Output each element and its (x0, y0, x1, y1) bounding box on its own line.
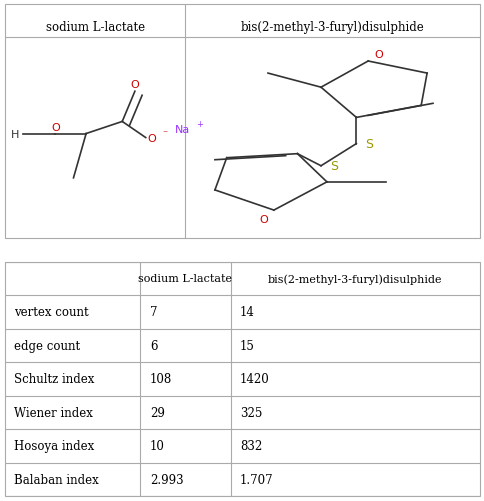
Text: Wiener index: Wiener index (15, 406, 93, 419)
Text: +: + (196, 120, 203, 129)
Text: 832: 832 (240, 439, 262, 452)
Text: S: S (329, 160, 337, 173)
Text: vertex count: vertex count (15, 306, 89, 319)
Text: sodium L-lactate: sodium L-lactate (45, 22, 144, 35)
Text: edge count: edge count (15, 339, 80, 352)
Text: Schultz index: Schultz index (15, 373, 94, 386)
Text: 15: 15 (240, 339, 255, 352)
Text: O: O (373, 50, 382, 60)
Text: Na: Na (174, 125, 189, 135)
Text: O: O (130, 80, 139, 90)
Text: 2.993: 2.993 (150, 473, 183, 486)
Text: 108: 108 (150, 373, 172, 386)
Text: 1420: 1420 (240, 373, 269, 386)
Text: 7: 7 (150, 306, 157, 319)
Text: sodium L-lactate: sodium L-lactate (138, 274, 232, 284)
Text: O: O (147, 133, 156, 143)
Text: 1.707: 1.707 (240, 473, 273, 486)
Text: O: O (51, 122, 60, 132)
Text: Balaban index: Balaban index (15, 473, 99, 486)
Text: bis(2-methyl-3-furyl)disulphide: bis(2-methyl-3-furyl)disulphide (268, 274, 442, 284)
Text: ⁻: ⁻ (162, 129, 167, 139)
Text: Hosoya index: Hosoya index (15, 439, 94, 452)
Text: bis(2-methyl-3-furyl)disulphide: bis(2-methyl-3-furyl)disulphide (241, 22, 424, 35)
Text: O: O (258, 215, 268, 224)
Text: 10: 10 (150, 439, 165, 452)
Text: 6: 6 (150, 339, 157, 352)
Text: 14: 14 (240, 306, 255, 319)
Text: H: H (11, 129, 19, 139)
Text: 325: 325 (240, 406, 262, 419)
Text: S: S (364, 138, 373, 151)
Text: 29: 29 (150, 406, 165, 419)
